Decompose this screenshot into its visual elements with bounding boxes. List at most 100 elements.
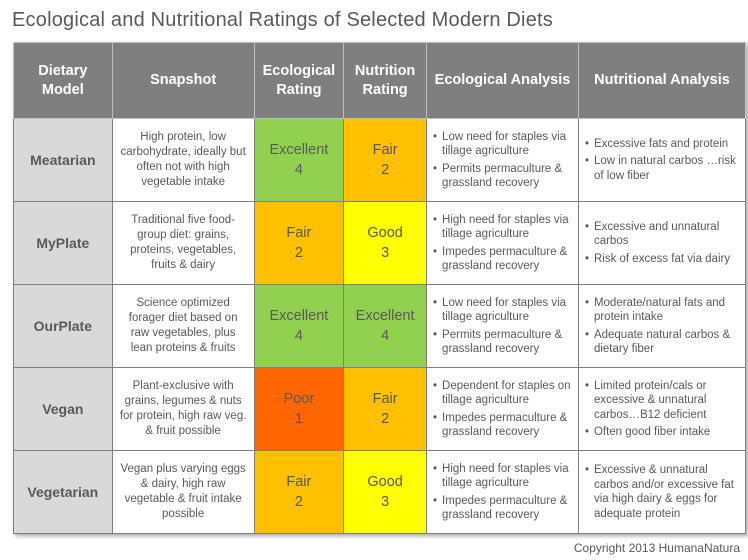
bullet-item: • Permits permaculture & grassland recove… xyxy=(433,162,563,190)
bullet-item: • Adequate natural carbos & dietary fiber xyxy=(584,328,731,356)
model-cell: Vegan xyxy=(13,367,113,451)
rating-score: 4 xyxy=(294,328,303,344)
rating-score: 4 xyxy=(294,162,303,178)
bullet-icon: • xyxy=(584,252,589,265)
bullet-item: • Excessive and unnatural carbos xyxy=(584,220,720,248)
rating-label: Poor xyxy=(283,391,315,407)
model-cell: Meatarian xyxy=(13,118,113,202)
bullet-icon: • xyxy=(433,328,438,341)
bullet-item: • Dependent for staples on tillage agricu… xyxy=(433,379,571,407)
rating-score: 2 xyxy=(381,162,390,178)
bullet-icon: • xyxy=(584,155,589,168)
bullet-icon: • xyxy=(584,137,589,150)
ecological-rating-cell: Excellent 4 xyxy=(253,284,345,368)
header-snapshot: Snapshot xyxy=(111,42,255,119)
bullet-icon: • xyxy=(433,213,438,226)
ecological-analysis-cell: • Low need for staples via tillage agricu… xyxy=(426,118,579,202)
rating-label: Good xyxy=(367,474,403,490)
ecological-analysis-cell: • High need for staples via tillage agric… xyxy=(426,201,579,285)
page-title: Ecological and Nutritional Ratings of Se… xyxy=(12,9,553,31)
bullet-item: • Low need for staples via tillage agricu… xyxy=(433,130,567,158)
bullet-item: • Excessive & unnatural carbos and/or exc… xyxy=(584,464,734,520)
bullet-item: • Permits permaculture & grassland recove… xyxy=(433,328,563,356)
model-cell: MyPlate xyxy=(13,201,113,285)
header-model: Dietary Model xyxy=(13,42,113,119)
bullet-icon: • xyxy=(433,296,438,309)
ecological-analysis-cell: • High need for staples via tillage agric… xyxy=(426,450,579,534)
bullet-item: • Impedes permaculture & grassland recove… xyxy=(433,245,568,273)
bullet-item: • Limited protein/cals or excessive & unn… xyxy=(584,379,707,421)
snapshot-cell: Science optimized forager diet based on … xyxy=(111,284,255,368)
bullet-icon: • xyxy=(584,328,589,341)
bullet-icon: • xyxy=(584,296,589,309)
nutrition-rating-cell: Good 3 xyxy=(343,450,428,534)
ecological-analysis-cell: • Low need for staples via tillage agricu… xyxy=(426,284,579,368)
rating-score: 2 xyxy=(381,411,390,427)
rating-label: Excellent xyxy=(269,142,329,158)
bullet-item: • High need for staples via tillage agric… xyxy=(433,213,569,241)
ecological-rating-cell: Fair 2 xyxy=(253,201,345,285)
bullet-item: • Impedes permaculture & grassland recove… xyxy=(433,411,568,439)
rating-label: Fair xyxy=(372,391,398,407)
rating-label: Excellent xyxy=(269,308,329,324)
bullet-item: • High need for staples via tillage agric… xyxy=(433,462,569,490)
nutrition-rating-cell: Excellent 4 xyxy=(343,284,428,368)
bullet-icon: • xyxy=(584,426,589,438)
ecological-analysis-cell: • Dependent for staples on tillage agricu… xyxy=(426,367,579,451)
snapshot-cell: Traditional five food-group diet: grains… xyxy=(111,201,255,285)
bullet-item: • Often good fiber intake xyxy=(584,426,711,438)
diet-ratings-table: Dietary Model Snapshot Ecological Rating Nu… xyxy=(13,42,747,534)
bullet-icon: • xyxy=(433,379,438,392)
model-cell: OurPlate xyxy=(13,284,113,368)
snapshot-cell: Plant-exclusive with grains, legumes & n… xyxy=(111,367,255,451)
copyright: Copyright 2013 HumanaNatura xyxy=(573,541,740,555)
ecological-rating-cell: Poor 1 xyxy=(253,367,345,451)
header-nutrition-rating: Nutrition Rating xyxy=(343,42,428,119)
bullet-icon: • xyxy=(433,494,438,507)
table-row: Vegetarian Vegan plus varying eggs & dai… xyxy=(13,450,747,534)
bullet-item: • Excessive fats and protein xyxy=(584,137,729,150)
rating-score: 4 xyxy=(381,328,390,344)
nutritional-analysis-cell: • Moderate/natural fats and protein intak… xyxy=(577,284,747,368)
rating-label: Fair xyxy=(372,142,398,158)
bullet-item: • Low in natural carbos …risk of low fibe… xyxy=(584,155,736,182)
bullet-icon: • xyxy=(433,411,438,424)
bullet-icon: • xyxy=(433,245,438,258)
rating-label: Fair xyxy=(286,225,312,241)
header-nutritional-analysis: Nutritional Analysis xyxy=(577,42,747,119)
nutritional-analysis-cell: • Limited protein/cals or excessive & unn… xyxy=(577,367,747,451)
rating-score: 2 xyxy=(294,494,303,510)
snapshot-cell: Vegan plus varying eggs & dairy, high ra… xyxy=(111,450,255,534)
rating-label: Fair xyxy=(286,474,312,490)
bullet-item: • Low need for staples via tillage agricu… xyxy=(433,296,567,324)
bullet-icon: • xyxy=(584,464,589,476)
ecological-rating-cell: Fair 2 xyxy=(253,450,345,534)
table-row: Meatarian High protein, low carbohydrate… xyxy=(13,118,747,202)
nutrition-rating-cell: Good 3 xyxy=(343,201,428,285)
bullet-item: • Risk of excess fat via dairy xyxy=(584,252,731,265)
ecological-rating-cell: Excellent 4 xyxy=(253,118,345,202)
bullet-icon: • xyxy=(433,162,438,175)
bullet-icon: • xyxy=(584,220,589,233)
rating-label: Excellent xyxy=(355,308,415,324)
nutritional-analysis-cell: • Excessive fats and protein • Low in natur… xyxy=(577,118,747,202)
rating-score: 3 xyxy=(381,245,390,261)
header-row: Dietary Model Snapshot Ecological Rating Nu… xyxy=(13,42,747,119)
header-ecological-analysis: Ecological Analysis xyxy=(426,42,579,119)
table-row: MyPlate Traditional five food-group diet… xyxy=(13,201,747,285)
rating-label: Good xyxy=(367,225,403,241)
rating-score: 1 xyxy=(294,411,303,427)
bullet-icon: • xyxy=(584,379,589,392)
nutrition-rating-cell: Fair 2 xyxy=(343,367,428,451)
nutritional-analysis-cell: • Excessive & unnatural carbos and/or exc… xyxy=(577,450,747,534)
nutritional-analysis-cell: • Excessive and unnatural carbos • Risk of … xyxy=(577,201,747,285)
header-ecological-rating: Ecological Rating xyxy=(253,42,345,119)
bullet-item: • Impedes permaculture & grassland recove… xyxy=(433,494,568,522)
nutrition-rating-cell: Fair 2 xyxy=(343,118,428,202)
snapshot-cell: High protein, low carbohydrate, ideally … xyxy=(111,118,255,202)
rating-score: 3 xyxy=(381,494,390,510)
bullet-icon: • xyxy=(433,462,438,475)
bullet-icon: • xyxy=(433,130,438,143)
model-cell: Vegetarian xyxy=(13,450,113,534)
table-row: Vegan Plant-exclusive with grains, legum… xyxy=(13,367,747,451)
